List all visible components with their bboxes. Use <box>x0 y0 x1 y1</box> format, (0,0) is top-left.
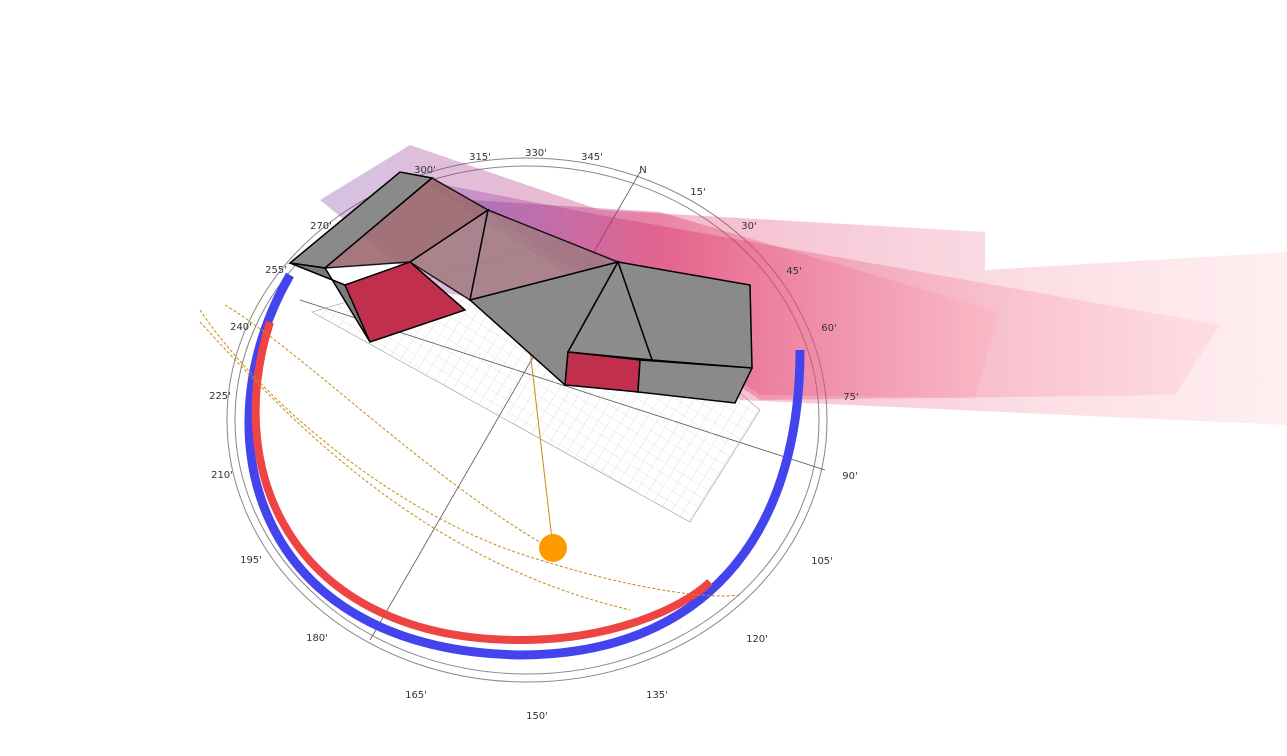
sun <box>539 534 567 562</box>
compass-label: 120' <box>746 634 768 645</box>
compass-label: 195' <box>240 555 262 566</box>
compass-label: 270' <box>310 221 332 232</box>
compass-label: 345' <box>581 152 603 163</box>
compass-label: 105' <box>811 556 833 567</box>
compass-label: 60' <box>821 323 836 334</box>
compass-label: 330' <box>525 148 547 159</box>
compass-label: 165' <box>405 690 427 701</box>
compass-label: N <box>639 165 646 176</box>
compass-label: 135' <box>646 690 668 701</box>
compass-label: 75' <box>843 392 858 403</box>
compass-label: 15' <box>690 187 705 198</box>
compass-label: 150' <box>526 711 548 722</box>
compass-label: 225' <box>209 391 231 402</box>
compass-label: 45' <box>786 266 801 277</box>
compass-label: 300' <box>414 165 436 176</box>
annual-arc-blue <box>244 272 805 660</box>
annual-arc-red <box>251 320 713 645</box>
sun-ray <box>529 349 554 549</box>
compass-label: 255' <box>265 265 287 276</box>
compass-label: 30' <box>741 221 756 232</box>
building <box>288 171 754 404</box>
compass-label: 315' <box>469 152 491 163</box>
compass-label: 90' <box>842 471 857 482</box>
compass-label: 180' <box>306 633 328 644</box>
sun-path <box>199 304 741 611</box>
compass-label: 210' <box>211 470 233 481</box>
compass-label: 240' <box>230 322 252 333</box>
